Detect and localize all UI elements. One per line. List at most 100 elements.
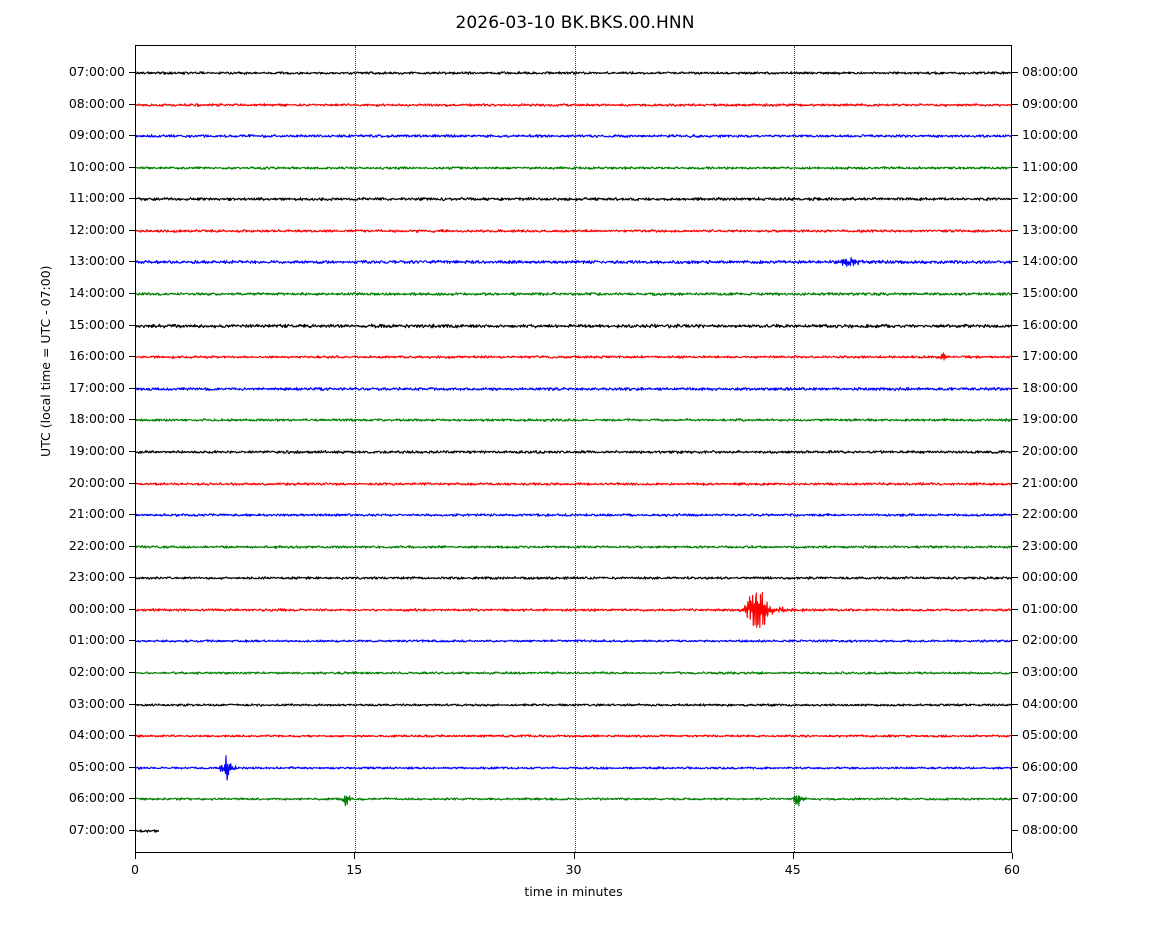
y-tick-label-left-3: 10:00:00 bbox=[68, 158, 125, 174]
trace-row-23 bbox=[136, 795, 1011, 807]
y-tick-label-right-11: 19:00:00 bbox=[1022, 411, 1079, 427]
trace-row-2 bbox=[136, 134, 1011, 139]
y-tick-label-right-22: 06:00:00 bbox=[1022, 758, 1079, 774]
trace-row-7 bbox=[136, 291, 1011, 297]
y-tick-mark-right-5 bbox=[1012, 229, 1018, 231]
x-tick-label-0: 0 bbox=[131, 862, 139, 877]
y-tick-mark-left-15 bbox=[129, 545, 135, 547]
y-tick-mark-right-16 bbox=[1012, 577, 1018, 579]
y-tick-mark-right-21 bbox=[1012, 735, 1018, 737]
x-tick-label-60: 60 bbox=[1004, 862, 1020, 877]
y-tick-label-left-6: 13:00:00 bbox=[68, 253, 125, 269]
y-tick-label-right-8: 16:00:00 bbox=[1022, 316, 1079, 332]
y-tick-label-left-14: 21:00:00 bbox=[68, 506, 125, 522]
y-tick-mark-left-16 bbox=[129, 577, 135, 579]
y-tick-mark-right-22 bbox=[1012, 766, 1018, 768]
y-tick-mark-right-4 bbox=[1012, 198, 1018, 200]
y-tick-label-right-19: 03:00:00 bbox=[1022, 664, 1079, 680]
y-tick-mark-right-11 bbox=[1012, 419, 1018, 421]
plot-frame bbox=[135, 45, 1012, 853]
y-tick-mark-right-17 bbox=[1012, 608, 1018, 610]
y-tick-mark-right-8 bbox=[1012, 324, 1018, 326]
trace-row-15 bbox=[136, 544, 1011, 549]
y-tick-mark-left-1 bbox=[129, 103, 135, 105]
y-tick-mark-left-22 bbox=[129, 766, 135, 768]
y-tick-mark-left-5 bbox=[129, 229, 135, 231]
y-tick-mark-right-10 bbox=[1012, 387, 1018, 389]
y-tick-label-left-20: 03:00:00 bbox=[68, 695, 125, 711]
y-tick-label-left-5: 12:00:00 bbox=[68, 221, 125, 237]
y-tick-mark-left-7 bbox=[129, 293, 135, 295]
y-tick-mark-right-7 bbox=[1012, 293, 1018, 295]
y-tick-label-right-23: 07:00:00 bbox=[1022, 790, 1079, 806]
y-tick-mark-right-2 bbox=[1012, 135, 1018, 137]
y-tick-mark-left-0 bbox=[129, 72, 135, 73]
y-tick-mark-right-19 bbox=[1012, 672, 1018, 674]
y-tick-label-right-13: 21:00:00 bbox=[1022, 474, 1079, 490]
y-tick-label-right-9: 17:00:00 bbox=[1022, 348, 1079, 364]
x-tick-mark-0 bbox=[135, 853, 136, 859]
y-tick-mark-left-3 bbox=[129, 166, 135, 168]
y-tick-mark-right-20 bbox=[1012, 703, 1018, 705]
y-tick-mark-right-9 bbox=[1012, 356, 1018, 358]
y-tick-mark-left-23 bbox=[129, 798, 135, 800]
trace-row-14 bbox=[136, 513, 1011, 518]
y-tick-mark-left-2 bbox=[129, 135, 135, 137]
y-tick-mark-left-18 bbox=[129, 640, 135, 642]
y-tick-mark-left-12 bbox=[129, 450, 135, 452]
trace-row-4 bbox=[136, 197, 1011, 202]
y-tick-mark-left-21 bbox=[129, 735, 135, 737]
y-tick-label-right-14: 22:00:00 bbox=[1022, 506, 1079, 522]
trace-row-10 bbox=[136, 386, 1011, 391]
y-tick-label-right-10: 18:00:00 bbox=[1022, 379, 1079, 395]
y-tick-mark-right-3 bbox=[1012, 166, 1018, 168]
x-tick-label-30: 30 bbox=[565, 862, 582, 877]
y-tick-label-left-15: 22:00:00 bbox=[68, 537, 125, 553]
y-tick-mark-right-13 bbox=[1012, 482, 1018, 484]
y-tick-label-right-15: 23:00:00 bbox=[1022, 537, 1079, 553]
y-tick-label-left-9: 16:00:00 bbox=[68, 348, 125, 364]
trace-row-0 bbox=[136, 71, 1011, 75]
trace-row-9 bbox=[136, 352, 1011, 361]
y-tick-label-right-6: 14:00:00 bbox=[1022, 253, 1079, 269]
y-tick-mark-right-24 bbox=[1012, 829, 1018, 831]
y-tick-label-left-18: 01:00:00 bbox=[68, 632, 125, 648]
y-tick-mark-right-6 bbox=[1012, 261, 1018, 263]
gridline-x-15 bbox=[355, 46, 357, 852]
trace-row-22 bbox=[136, 754, 1011, 781]
y-tick-label-left-21: 04:00:00 bbox=[68, 727, 125, 743]
y-tick-label-left-4: 11:00:00 bbox=[68, 190, 125, 206]
y-tick-label-right-4: 12:00:00 bbox=[1022, 190, 1079, 206]
x-tick-label-45: 45 bbox=[784, 862, 801, 877]
trace-row-3 bbox=[136, 165, 1011, 170]
x-tick-mark-30 bbox=[573, 853, 575, 859]
x-axis-label: time in minutes bbox=[524, 884, 623, 899]
plot-canvas bbox=[136, 46, 1011, 852]
page-title: 2026-03-10 BK.BKS.00.HNN bbox=[455, 13, 695, 33]
y-tick-label-right-16: 00:00:00 bbox=[1022, 569, 1079, 585]
y-tick-mark-left-9 bbox=[129, 356, 135, 358]
y-tick-label-left-10: 17:00:00 bbox=[68, 379, 125, 395]
trace-row-11 bbox=[136, 418, 1011, 423]
y-tick-label-right-1: 09:00:00 bbox=[1022, 95, 1079, 111]
y-tick-mark-left-11 bbox=[129, 419, 135, 421]
y-tick-label-right-20: 04:00:00 bbox=[1022, 695, 1079, 711]
y-tick-mark-left-6 bbox=[129, 261, 135, 263]
y-tick-mark-left-13 bbox=[129, 482, 135, 484]
x-tick-mark-45 bbox=[792, 853, 794, 859]
x-tick-mark-60 bbox=[1012, 853, 1013, 859]
y-tick-label-right-0: 08:00:00 bbox=[1022, 64, 1079, 79]
y-tick-label-left-8: 15:00:00 bbox=[68, 316, 125, 332]
y-tick-mark-right-18 bbox=[1012, 640, 1018, 642]
x-tick-label-15: 15 bbox=[346, 862, 363, 877]
y-tick-mark-right-1 bbox=[1012, 103, 1018, 105]
trace-row-24 bbox=[136, 829, 160, 833]
trace-row-19 bbox=[136, 671, 1011, 675]
y-tick-label-right-2: 10:00:00 bbox=[1022, 127, 1079, 143]
y-tick-label-right-17: 01:00:00 bbox=[1022, 600, 1079, 616]
trace-row-17 bbox=[136, 591, 1011, 628]
y-tick-mark-left-24 bbox=[129, 829, 135, 831]
y-tick-label-left-1: 08:00:00 bbox=[68, 95, 125, 111]
y-axis-label: UTC (local time = UTC - 07:00) bbox=[38, 264, 53, 457]
